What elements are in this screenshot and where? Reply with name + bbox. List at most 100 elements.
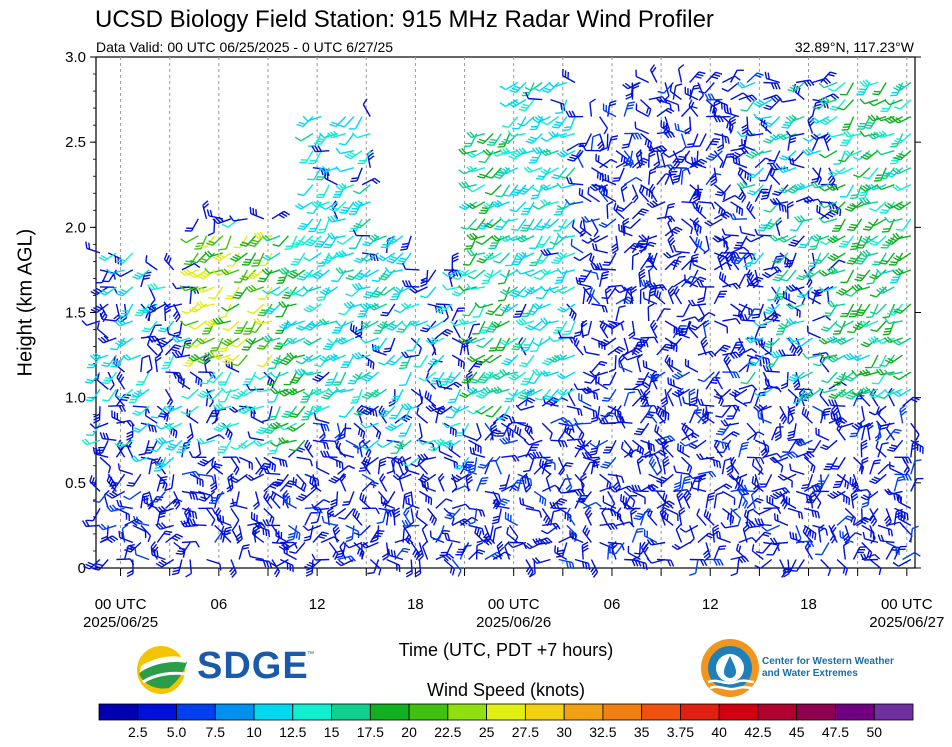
wind-barb [468,524,485,536]
wind-barb [232,286,248,300]
wind-barb [261,268,281,275]
wind-barb [149,490,167,503]
wind-barb [477,456,494,469]
wind-barb [318,422,326,442]
wind-barb [217,439,232,454]
wind-barb [481,269,494,285]
wind-barb [376,320,396,330]
wind-barb [441,284,461,291]
colorbar-swatch [718,703,759,721]
wind-barb [485,405,502,418]
wind-barb [345,525,355,543]
wind-barb [181,262,201,271]
wind-barb [392,473,412,481]
cw3e-line-1: Center for Western Weather [762,656,894,667]
wind-barb [502,116,519,129]
wind-barb [115,337,134,347]
wind-barb [444,533,461,544]
wind-barb [482,148,502,156]
wind-barb [486,320,502,333]
wind-barb [496,337,511,352]
wind-barb [386,354,404,366]
wind-barb [451,559,462,577]
colorbar-swatch [835,703,875,721]
wind-barb [385,508,396,526]
wind-barb [89,352,109,361]
colorbar-swatch [486,703,526,721]
wind-barb [303,303,322,313]
wind-barb [451,354,465,370]
wind-barb [515,251,535,260]
wind-barb [140,303,158,314]
wind-barb [466,131,486,139]
wind-barb [303,525,314,542]
wind-barb [150,548,166,561]
wind-barb [257,354,273,368]
wind-barb [116,499,133,510]
wind-barb [535,235,552,248]
wind-barb [340,354,355,369]
wind-barb [155,505,174,514]
wind-barb [253,371,273,380]
wind-barb [218,371,232,386]
wind-barb [208,286,224,300]
y-tick-label: 0.5 [65,475,86,492]
wind-barb [361,473,375,489]
wind-barb [508,524,519,544]
wind-barb [524,269,543,277]
wind-barb [400,320,420,328]
wind-barb [230,337,248,348]
wind-barb [336,235,355,245]
wind-barb [357,150,371,165]
y-tick-label: 0 [78,560,86,577]
wind-barb [302,354,322,363]
wind-barb [385,422,404,432]
wind-barb [401,519,420,527]
wind-barb [188,450,207,458]
wind-barb [122,353,142,361]
wind-barb [508,150,527,160]
wind-barb [208,491,224,505]
wind-barb [206,558,222,571]
colorbar-swatch [408,703,449,721]
wind-barb [484,459,497,475]
wind-barb [163,301,183,308]
wind-barb [409,320,428,327]
wind-barb [474,302,494,309]
wind-barb [501,454,520,462]
x-tick-label: 18 [407,596,424,613]
wind-barb [101,388,117,402]
wind-barb [299,150,314,164]
wind-barb [253,317,273,325]
wind-barb [229,559,237,578]
wind-barb [246,269,265,280]
wind-barb [155,422,174,430]
wind-barb [476,337,494,349]
wind-barb [376,439,396,448]
wind-barb [297,184,314,197]
wind-barb [360,269,379,278]
wind-barb [409,286,428,294]
wind-barb [509,82,527,94]
wind-barb [238,544,250,560]
data-valid-label: Data Valid: 00 UTC 06/25/2025 - 0 UTC 6/… [96,39,394,55]
wind-barb [424,390,437,407]
wind-barb [86,508,101,522]
wind-barb [242,371,257,386]
wind-barb [126,559,134,578]
colorbar-label: 50 [866,724,882,740]
wind-barb [230,388,248,400]
wind-barb [450,405,469,414]
wind-barb [312,439,330,450]
wind-barb [469,371,486,384]
wind-barb [171,335,191,343]
wind-barb [460,218,478,230]
wind-barb [106,490,125,499]
wind-barb [393,439,412,450]
wind-barb [361,371,379,382]
wind-barb [308,218,322,233]
wind-barb [266,371,281,386]
wind-barb [181,490,199,501]
wind-barb [362,507,380,515]
wind-barb [417,438,436,445]
